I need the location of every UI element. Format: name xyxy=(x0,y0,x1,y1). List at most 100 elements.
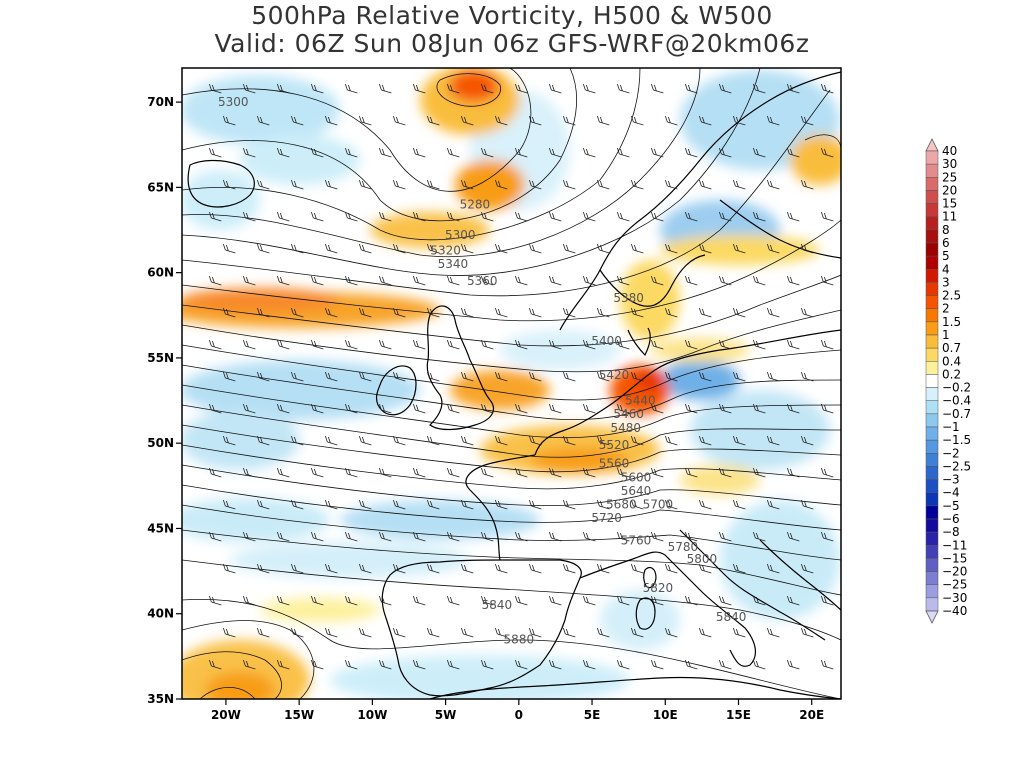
wind-barb xyxy=(684,211,698,222)
wind-barb xyxy=(324,243,338,254)
wind-barb xyxy=(514,659,528,670)
colorbar-label: −1.5 xyxy=(942,433,971,447)
colorbar-label: −3 xyxy=(942,473,960,487)
wind-barb xyxy=(664,627,678,638)
wind-barb xyxy=(562,435,576,446)
wind-barb xyxy=(732,307,746,318)
wind-barb xyxy=(290,307,304,318)
wind-barb xyxy=(324,307,338,318)
colorbar-label: −1 xyxy=(942,420,960,434)
wind-barb xyxy=(276,595,290,606)
wind-barb xyxy=(664,307,678,318)
wind-barb xyxy=(358,307,372,318)
wind-barb xyxy=(820,531,834,542)
colorbar-label: −6 xyxy=(942,512,960,526)
colorbar-swatch xyxy=(925,426,939,441)
colorbar-swatch xyxy=(925,347,939,362)
wind-barb xyxy=(514,83,528,94)
wind-barb xyxy=(324,499,338,510)
colorbar: 403025201511865432.521.510.70.40.2−0.2−0… xyxy=(925,138,971,624)
wind-barb xyxy=(548,659,562,670)
wind-barb xyxy=(664,115,678,126)
colorbar-label: 20 xyxy=(942,183,957,197)
colorbar-label: −8 xyxy=(942,525,960,539)
colorbar-swatch xyxy=(925,558,939,572)
contour-label: 5300 xyxy=(218,95,249,109)
wind-barb xyxy=(358,115,372,126)
colorbar-swatch xyxy=(925,545,939,559)
wind-barb xyxy=(548,275,562,286)
wind-barb xyxy=(276,403,290,414)
wind-barb xyxy=(684,147,698,158)
colorbar-top-arrow xyxy=(925,138,939,152)
wind-barb xyxy=(344,595,358,606)
wind-barb xyxy=(684,659,698,670)
wind-barb xyxy=(596,499,610,510)
wind-barb xyxy=(548,147,562,158)
colorbar-swatch xyxy=(925,255,939,270)
wind-barb xyxy=(630,243,644,254)
wind-barb xyxy=(514,531,528,542)
wind-barb xyxy=(378,339,392,350)
wind-barb xyxy=(480,531,494,542)
wind-barb xyxy=(412,211,426,222)
wind-barb xyxy=(752,595,766,606)
wind-barb xyxy=(650,211,664,222)
colorbar-label: −4 xyxy=(942,486,960,500)
wind-barb xyxy=(596,115,610,126)
x-axis: 20W 15W 10W 5W 0 5E 10E 15E 20E xyxy=(211,699,824,722)
wind-barbs xyxy=(208,83,834,670)
wind-barb xyxy=(528,499,542,510)
wind-barb xyxy=(698,627,712,638)
wind-barb xyxy=(630,371,644,382)
wind-barb xyxy=(684,595,698,606)
wind-barb xyxy=(800,371,814,382)
wind-barb xyxy=(378,659,392,670)
x-tick-label: 15E xyxy=(726,708,751,722)
colorbar-swatch xyxy=(925,242,939,257)
wind-barb xyxy=(664,563,678,574)
contour-label: 5800 xyxy=(687,552,718,566)
wind-barb xyxy=(310,211,324,222)
wind-barb xyxy=(616,275,630,286)
wind-barb xyxy=(392,115,406,126)
wind-barb xyxy=(290,563,304,574)
wind-barb xyxy=(732,563,746,574)
wind-barb xyxy=(582,659,596,670)
wind-barb xyxy=(494,115,508,126)
wind-barb xyxy=(358,243,372,254)
wind-barb xyxy=(324,435,338,446)
wind-barb xyxy=(766,115,780,126)
wind-barb xyxy=(378,531,392,542)
wind-barb xyxy=(460,179,474,190)
wind-barb xyxy=(732,499,746,510)
colorbar-swatch xyxy=(925,308,939,323)
wind-barb xyxy=(446,211,460,222)
wind-barb xyxy=(596,371,610,382)
wind-barb xyxy=(392,179,406,190)
wind-barb xyxy=(344,275,358,286)
wind-barb xyxy=(752,83,766,94)
wind-barb xyxy=(494,563,508,574)
wind-barb xyxy=(616,147,630,158)
wind-barb xyxy=(684,339,698,350)
wind-barb xyxy=(650,531,664,542)
wind-barb xyxy=(766,243,780,254)
wind-barb xyxy=(752,659,766,670)
wind-barb xyxy=(582,403,596,414)
colorbar-label: −20 xyxy=(942,565,967,579)
wind-barb xyxy=(582,531,596,542)
wind-barb xyxy=(752,531,766,542)
wind-barb xyxy=(596,563,610,574)
wind-barb xyxy=(446,467,460,478)
y-tick-label: 40N xyxy=(147,607,174,621)
colorbar-swatch xyxy=(925,361,939,375)
wind-barb xyxy=(786,275,800,286)
wind-barb xyxy=(310,275,324,286)
colorbar-swatch xyxy=(925,453,939,467)
wind-barb xyxy=(514,403,528,414)
wind-barb xyxy=(344,211,358,222)
colorbar-swatch xyxy=(925,374,939,388)
wind-barb xyxy=(786,339,800,350)
wind-barb xyxy=(698,435,712,446)
